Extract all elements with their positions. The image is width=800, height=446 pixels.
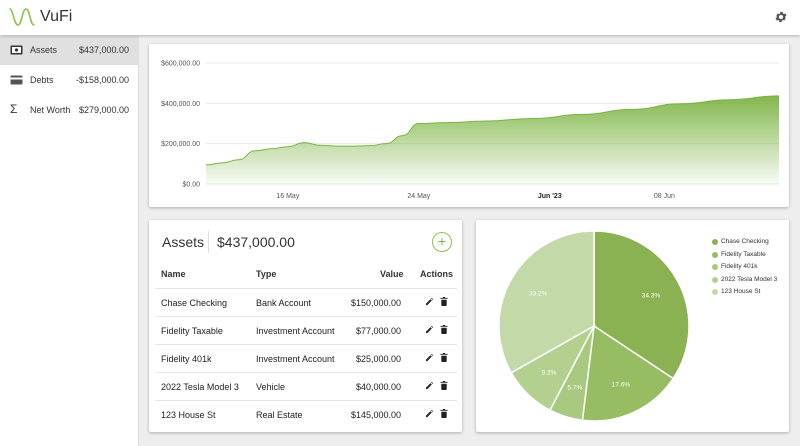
column-header-actions: Actions	[420, 269, 454, 279]
sidebar-item-value: $279,000.00	[78, 105, 129, 115]
y-tick-label: $400,000.00	[161, 101, 200, 108]
pencil-icon[interactable]	[425, 353, 434, 364]
assets-table-title: Assets	[162, 234, 205, 250]
pie-slice[interactable]	[498, 230, 595, 374]
sidebar-item-net-worth[interactable]: Σ Net Worth $279,000.00	[0, 96, 139, 125]
sidebar-item-label: Assets	[30, 45, 58, 55]
y-tick-label: $0.00	[182, 182, 200, 189]
asset-name: Fidelity 401k	[161, 354, 212, 364]
pie-slice[interactable]	[581, 324, 675, 422]
table-row: Fidelity Taxable Investment Account $77,…	[155, 316, 457, 344]
asset-type: Real Estate	[256, 410, 303, 420]
sidebar-item-value: $437,000.00	[78, 45, 129, 55]
pie-chart-svg: 34.3% 17.6% 5.7% 9.2% 33.2%	[498, 230, 690, 422]
table-row: Fidelity 401k Investment Account $25,000…	[155, 344, 457, 372]
asset-type: Investment Account	[256, 354, 335, 364]
wave-logo-icon	[8, 6, 36, 33]
top-app-bar: VuFi	[0, 0, 800, 35]
x-tick-label: Jun '23	[538, 193, 562, 200]
sigma-icon: Σ	[10, 102, 18, 116]
x-tick-label: 24 May	[407, 193, 430, 200]
pie-slice-label: 17.6%	[612, 382, 631, 389]
x-tick-label: 16 May	[276, 193, 299, 200]
asset-value: $77,000.00	[355, 326, 401, 336]
legend-label: 123 House St	[721, 288, 761, 295]
legend-swatch	[712, 251, 718, 258]
pencil-icon[interactable]	[425, 409, 434, 420]
table-row: Chase Checking Bank Account $150,000.00	[155, 288, 457, 316]
y-tick-label: $600,000.00	[161, 61, 200, 68]
legend-swatch	[712, 289, 718, 295]
area-series	[206, 95, 779, 184]
pencil-icon[interactable]	[425, 297, 434, 308]
pie-slice-label: 9.2%	[542, 369, 557, 376]
legend-swatch	[712, 239, 718, 245]
app-title: VuFi	[40, 8, 73, 25]
asset-value: $25,000.00	[355, 354, 401, 364]
sidebar-item-label: Debts	[30, 75, 54, 85]
net-worth-area-chart: $600,000.00 $400,000.00 $200,000.00 $0.00 1…	[149, 44, 789, 207]
pie-slice-label: 34.3%	[642, 292, 661, 299]
pie-slice-label: 33.2%	[529, 290, 548, 297]
sidebar-item-value: -$158,000.00	[75, 75, 129, 85]
asset-name: Chase Checking	[161, 298, 228, 308]
legend-label: 2022 Tesla Model 3	[721, 275, 778, 283]
column-header-type[interactable]: Type	[256, 269, 277, 279]
title-divider	[208, 231, 209, 253]
asset-type: Vehicle	[256, 382, 286, 392]
asset-value: $40,000.00	[355, 382, 401, 392]
column-header-value[interactable]: Value	[380, 269, 404, 279]
legend-label: Fidelity 401k	[721, 263, 758, 270]
table-row: 123 House St Real Estate $145,000.00	[155, 400, 457, 428]
gear-icon[interactable]	[774, 10, 788, 29]
pencil-icon[interactable]	[425, 381, 434, 392]
assets-total: $437,000.00	[217, 234, 295, 250]
pie-slice-label: 5.7%	[567, 385, 582, 392]
trash-icon[interactable]	[440, 325, 448, 336]
legend-label: Chase Checking	[721, 238, 769, 245]
trash-icon[interactable]	[440, 409, 448, 420]
pencil-icon[interactable]	[425, 325, 434, 336]
assets-table-card: Assets $437,000.00 + Name Type Value Act…	[149, 220, 462, 432]
column-header-name[interactable]: Name	[161, 269, 186, 279]
trash-icon[interactable]	[440, 353, 448, 364]
y-tick-label: $200,000.00	[161, 141, 200, 148]
legend-label: Fidelity Taxable	[721, 250, 766, 258]
legend-swatch	[712, 264, 718, 270]
add-asset-button[interactable]: +	[432, 232, 452, 252]
sidebar-item-label: Net Worth	[30, 105, 71, 115]
credit-card-icon	[10, 75, 23, 87]
area-chart-svg: $600,000.00 $400,000.00 $200,000.00 $0.00 1…	[161, 61, 780, 200]
legend-swatch	[712, 276, 718, 283]
asset-name: Fidelity Taxable	[161, 326, 223, 336]
asset-value: $145,000.00	[350, 410, 401, 420]
sidebar-item-debts[interactable]: Debts -$158,000.00	[0, 66, 139, 95]
sidebar: Assets $437,000.00 Debts -$158,000.00 Σ …	[0, 36, 139, 446]
asset-name: 123 House St	[161, 410, 216, 420]
assets-pie-chart: 34.3% 17.6% 5.7% 9.2% 33.2% Chase Checking Fi…	[476, 220, 789, 432]
table-row: 2022 Tesla Model 3 Vehicle $40,000.00	[155, 372, 457, 400]
trash-icon[interactable]	[440, 381, 448, 392]
asset-type: Investment Account	[256, 326, 335, 336]
area-series-line	[205, 95, 780, 166]
x-tick-label: 08 Jun	[654, 193, 675, 200]
wallet-icon	[10, 45, 23, 57]
trash-icon[interactable]	[440, 297, 448, 308]
asset-type: Bank Account	[256, 298, 312, 308]
asset-name: 2022 Tesla Model 3	[161, 382, 239, 392]
asset-value: $150,000.00	[350, 298, 401, 308]
sidebar-item-assets[interactable]: Assets $437,000.00	[0, 36, 139, 65]
